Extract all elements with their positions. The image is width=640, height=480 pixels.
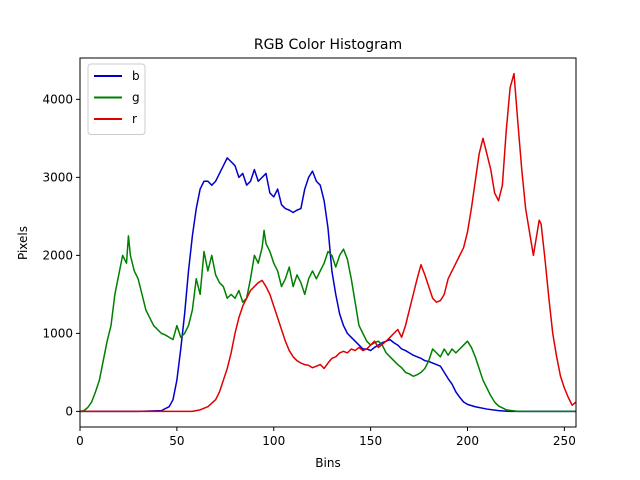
series-layer: [79, 72, 577, 413]
y-axis-ticks: 0 1000 2000 3000 4000: [42, 92, 80, 418]
y-axis-label: Pixels: [16, 226, 30, 260]
series-line-r: [80, 72, 577, 413]
series-line-g: [79, 229, 576, 413]
y-tick-label: 4000: [42, 92, 73, 106]
y-tick-label: 3000: [42, 170, 73, 184]
y-tick-label: 0: [65, 404, 73, 418]
y-tick-label: 2000: [42, 248, 73, 262]
legend-label-b: b: [132, 69, 140, 83]
legend-box: [87, 63, 146, 135]
legend-label-g: g: [132, 91, 140, 105]
x-tick-label: 100: [262, 434, 285, 448]
legend-label-r: r: [132, 112, 137, 126]
x-tick-label: 50: [169, 434, 184, 448]
x-tick-label: 200: [456, 434, 479, 448]
legend: bgr: [87, 63, 146, 135]
x-axis-label: Bins: [315, 456, 340, 470]
x-tick-label: 250: [553, 434, 576, 448]
x-axis-ticks: 0 50 100 150 200 250: [76, 427, 576, 448]
x-tick-label: 0: [76, 434, 84, 448]
plot-frame: [79, 57, 577, 428]
chart-title: RGB Color Histogram: [254, 37, 402, 53]
series-line-b: [80, 157, 576, 413]
y-tick-label: 1000: [42, 326, 73, 340]
x-tick-label: 150: [359, 434, 382, 448]
